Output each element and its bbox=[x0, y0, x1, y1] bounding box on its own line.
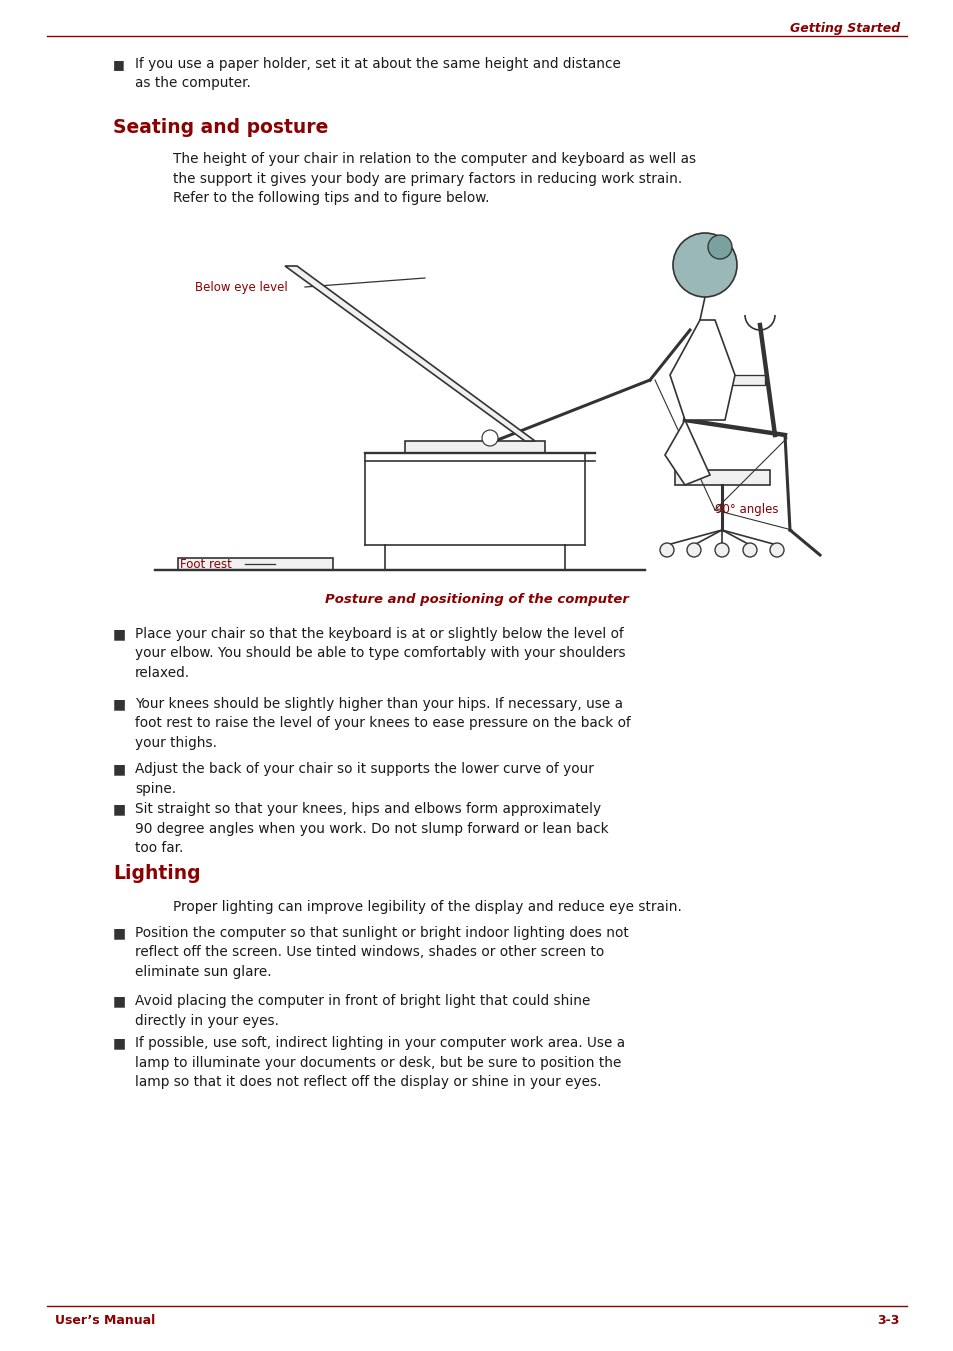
Text: Below eye level: Below eye level bbox=[194, 281, 288, 293]
Text: Your knees should be slightly higher than your hips. If necessary, use a
foot re: Your knees should be slightly higher tha… bbox=[135, 697, 630, 750]
Text: ■: ■ bbox=[112, 762, 126, 775]
Circle shape bbox=[707, 235, 731, 259]
Circle shape bbox=[714, 543, 728, 557]
Polygon shape bbox=[285, 266, 535, 440]
Text: Seating and posture: Seating and posture bbox=[112, 118, 328, 136]
Text: Position the computer so that sunlight or bright indoor lighting does not
reflec: Position the computer so that sunlight o… bbox=[135, 925, 628, 979]
Text: Getting Started: Getting Started bbox=[789, 22, 899, 35]
Bar bbox=[675, 470, 769, 485]
Text: Sit straight so that your knees, hips and elbows form approximately
90 degree an: Sit straight so that your knees, hips an… bbox=[135, 802, 608, 855]
Text: ■: ■ bbox=[112, 1036, 126, 1050]
Text: If you use a paper holder, set it at about the same height and distance
as the c: If you use a paper holder, set it at abo… bbox=[135, 57, 620, 91]
Circle shape bbox=[659, 543, 673, 557]
Polygon shape bbox=[669, 320, 734, 420]
Text: ■: ■ bbox=[112, 994, 126, 1008]
Text: Adjust the back of your chair so it supports the lower curve of your
spine.: Adjust the back of your chair so it supp… bbox=[135, 762, 594, 796]
Text: Foot rest: Foot rest bbox=[180, 558, 232, 570]
Text: If possible, use soft, indirect lighting in your computer work area. Use a
lamp : If possible, use soft, indirect lighting… bbox=[135, 1036, 624, 1089]
Text: Place your chair so that the keyboard is at or slightly below the level of
your : Place your chair so that the keyboard is… bbox=[135, 627, 625, 680]
Circle shape bbox=[769, 543, 783, 557]
Text: ■: ■ bbox=[112, 925, 126, 940]
Text: ■: ■ bbox=[112, 802, 126, 816]
Text: ■: ■ bbox=[112, 627, 126, 640]
Circle shape bbox=[672, 232, 737, 297]
Text: Avoid placing the computer in front of bright light that could shine
directly in: Avoid placing the computer in front of b… bbox=[135, 994, 590, 1028]
Text: 90° angles: 90° angles bbox=[714, 504, 778, 516]
Bar bbox=[178, 558, 333, 570]
Text: ■: ■ bbox=[112, 58, 125, 72]
Circle shape bbox=[686, 543, 700, 557]
Bar bbox=[405, 440, 544, 453]
Circle shape bbox=[742, 543, 757, 557]
Text: ■: ■ bbox=[112, 697, 126, 711]
Bar bbox=[729, 376, 764, 385]
Circle shape bbox=[481, 430, 497, 446]
Text: Proper lighting can improve legibility of the display and reduce eye strain.: Proper lighting can improve legibility o… bbox=[172, 900, 681, 915]
Text: The height of your chair in relation to the computer and keyboard as well as
the: The height of your chair in relation to … bbox=[172, 153, 696, 205]
Text: Posture and positioning of the computer: Posture and positioning of the computer bbox=[325, 593, 628, 607]
Text: Lighting: Lighting bbox=[112, 865, 200, 884]
Text: User’s Manual: User’s Manual bbox=[55, 1315, 155, 1327]
Polygon shape bbox=[664, 420, 709, 485]
Text: 3-3: 3-3 bbox=[877, 1315, 899, 1327]
